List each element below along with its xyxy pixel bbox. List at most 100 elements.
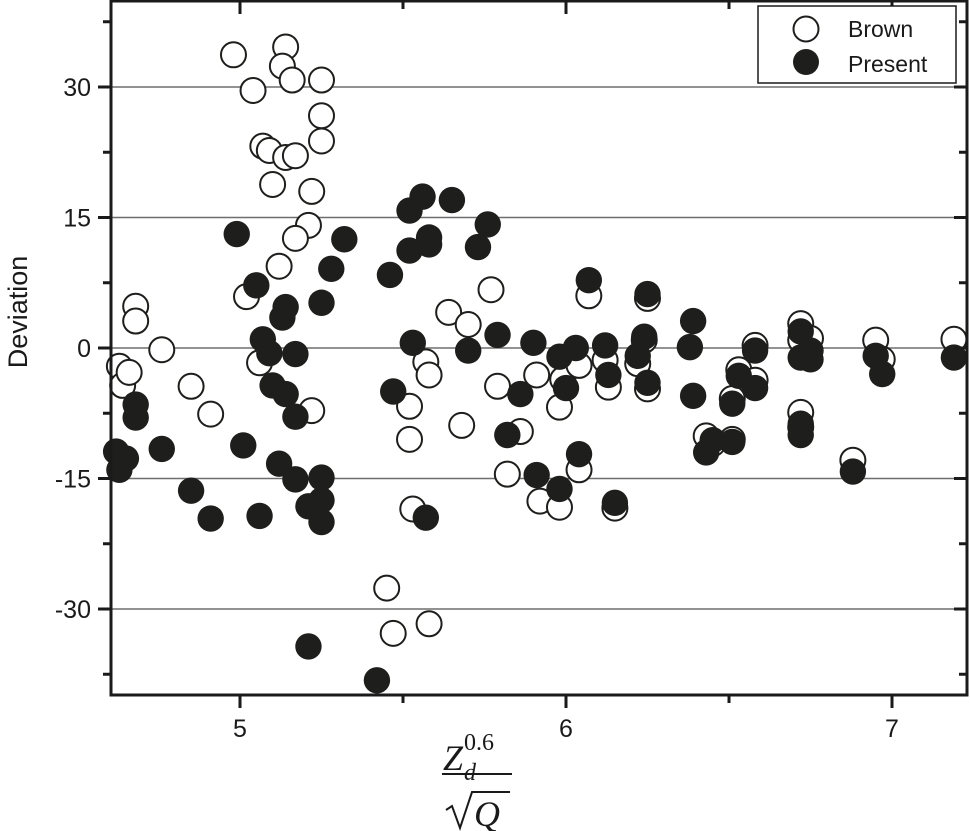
data-point-present [552, 374, 580, 402]
legend-filled-circle-icon [793, 49, 819, 75]
data-point-present [797, 346, 824, 373]
data-point-present [265, 450, 293, 477]
data-point-brown [308, 102, 335, 130]
data-point-present [494, 421, 521, 449]
data-point-present [464, 233, 492, 261]
data-point-brown [219, 41, 247, 69]
sqrt-symbol [445, 791, 510, 831]
legend-label-present: Present [848, 51, 928, 77]
data-point-present [197, 505, 224, 532]
data-point-present [719, 390, 746, 417]
data-point-brown [259, 170, 287, 198]
data-point-present [230, 432, 257, 459]
data-point-present [376, 261, 404, 289]
data-point-present [106, 456, 133, 483]
data-point-present [318, 255, 345, 283]
data-point-brown [177, 372, 205, 400]
legend-open-circle-icon [792, 15, 820, 43]
data-point-brown [493, 460, 521, 488]
y-tick-label: 0 [77, 335, 91, 363]
data-point-present [308, 487, 335, 514]
data-point-present [409, 183, 436, 210]
data-point-present [520, 329, 547, 356]
data-point-present [591, 332, 619, 359]
y-tick-label: -30 [55, 596, 91, 624]
data-point-present [484, 321, 511, 349]
data-point-present [308, 464, 335, 491]
legend-box [757, 5, 957, 84]
x-axis-title-denominator: Q [474, 794, 500, 831]
data-point-brown [148, 336, 176, 364]
data-point-present [562, 334, 589, 362]
axis-ticks [98, 1, 967, 708]
data-point-brown [373, 574, 401, 602]
x-tick-label: 5 [233, 715, 247, 743]
data-point-present [523, 461, 550, 489]
data-point-present [282, 466, 309, 493]
data-point-present [177, 477, 205, 504]
data-point-present [412, 504, 440, 531]
data-point-present [565, 440, 593, 468]
data-point-present [399, 329, 426, 356]
data-point-present [331, 226, 358, 253]
y-tick-label: 30 [63, 74, 91, 102]
data-point-present [308, 289, 335, 316]
data-point-brown [435, 298, 463, 326]
data-point-brown [379, 619, 407, 647]
x-axis-title-superscript: 0.6 [464, 730, 494, 756]
data-point-present [741, 374, 769, 402]
data-point-brown [115, 358, 143, 386]
data-point-present [601, 489, 629, 517]
x-tick-label: 6 [559, 715, 573, 743]
data-point-present [676, 333, 704, 361]
data-point-brown [281, 224, 309, 252]
y-tick-label: -15 [55, 466, 91, 494]
data-point-brown [265, 252, 293, 280]
x-tick-label: 7 [885, 715, 899, 743]
data-point-present [256, 340, 283, 367]
data-point-brown [308, 66, 335, 94]
data-point-brown [308, 127, 335, 155]
data-point-present [940, 344, 968, 371]
y-tick-label: 15 [63, 205, 91, 233]
data-point-present [546, 475, 573, 503]
data-point-present [699, 427, 726, 454]
data-point-brown [454, 311, 482, 339]
data-point-present [246, 502, 273, 530]
data-point-present [148, 435, 175, 463]
data-point-present [243, 272, 270, 299]
data-point-present [455, 337, 482, 364]
data-point-present [295, 633, 322, 660]
data-point-present [282, 403, 309, 430]
x-axis-title-numerator-base: Z [443, 738, 464, 778]
data-point-brown [415, 610, 443, 638]
data-point-brown [484, 372, 512, 400]
data-point-present [575, 266, 603, 294]
data-point-present [363, 667, 391, 694]
data-point-brown [239, 76, 267, 104]
data-point-present [282, 340, 309, 368]
data-point-brown [281, 142, 309, 170]
data-point-brown [415, 361, 443, 389]
data-point-present [223, 220, 250, 248]
axis-tick-labels: 5 6 7 30 15 0 -15 -30 [55, 74, 899, 743]
data-point-present [679, 382, 707, 410]
data-point-brown [298, 177, 326, 205]
data-point-brown [278, 66, 306, 94]
data-point-present [634, 280, 661, 308]
data-point-present [474, 211, 501, 238]
data-point-present [869, 360, 896, 388]
data-point-present [595, 361, 622, 389]
data-point-present [380, 378, 407, 405]
data-point-present [272, 380, 299, 408]
data-point-present [415, 224, 443, 251]
data-point-brown [523, 361, 551, 389]
data-point-brown [122, 307, 150, 335]
data-point-present [787, 421, 814, 449]
data-point-present [507, 380, 534, 408]
data-point-brown [477, 276, 505, 304]
data-point-brown [197, 400, 225, 428]
legend-label-brown: Brown [848, 16, 913, 42]
data-point-brown [396, 425, 424, 453]
